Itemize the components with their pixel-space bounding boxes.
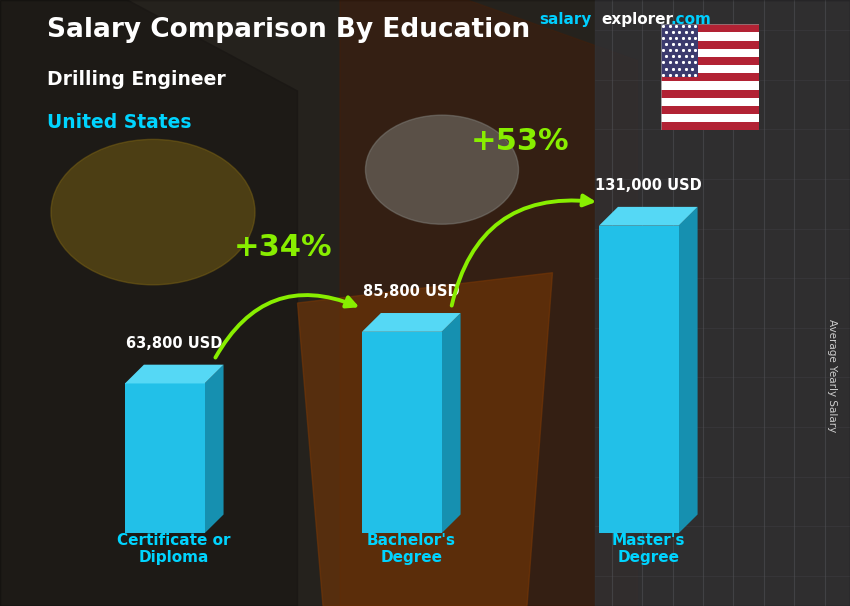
Text: Drilling Engineer: Drilling Engineer bbox=[47, 70, 225, 89]
Polygon shape bbox=[125, 365, 224, 384]
Text: United States: United States bbox=[47, 113, 191, 133]
Text: +53%: +53% bbox=[471, 127, 570, 156]
Bar bbox=[125, 384, 205, 533]
Text: Certificate or
Diploma: Certificate or Diploma bbox=[117, 533, 231, 565]
Text: Salary Comparison By Education: Salary Comparison By Education bbox=[47, 18, 530, 44]
Bar bbox=[661, 65, 759, 73]
Text: Average Yearly Salary: Average Yearly Salary bbox=[827, 319, 837, 432]
Bar bbox=[661, 48, 759, 57]
Polygon shape bbox=[442, 313, 461, 533]
Text: Bachelor's
Degree: Bachelor's Degree bbox=[366, 533, 456, 565]
Bar bbox=[661, 24, 699, 77]
Bar bbox=[595, 0, 850, 606]
Bar bbox=[661, 90, 759, 98]
Bar bbox=[661, 122, 759, 130]
Bar bbox=[661, 73, 759, 81]
Polygon shape bbox=[362, 313, 461, 332]
Text: .com: .com bbox=[671, 12, 711, 27]
Bar bbox=[661, 41, 759, 48]
Bar bbox=[661, 98, 759, 106]
Polygon shape bbox=[0, 0, 298, 606]
Bar bbox=[661, 57, 759, 65]
Bar bbox=[661, 106, 759, 114]
FancyArrowPatch shape bbox=[215, 295, 355, 358]
Polygon shape bbox=[340, 0, 638, 606]
Bar bbox=[661, 32, 759, 41]
Bar bbox=[599, 225, 678, 533]
Bar bbox=[661, 114, 759, 122]
FancyArrowPatch shape bbox=[451, 196, 592, 305]
Polygon shape bbox=[298, 273, 552, 606]
Text: 63,800 USD: 63,800 USD bbox=[126, 336, 223, 351]
Bar bbox=[661, 81, 759, 90]
Polygon shape bbox=[678, 207, 698, 533]
Circle shape bbox=[51, 139, 255, 285]
Text: +34%: +34% bbox=[234, 233, 332, 262]
Text: 131,000 USD: 131,000 USD bbox=[595, 178, 701, 193]
Circle shape bbox=[366, 115, 518, 224]
Text: salary: salary bbox=[540, 12, 592, 27]
Text: 85,800 USD: 85,800 USD bbox=[363, 284, 460, 299]
Bar bbox=[661, 24, 759, 32]
Bar bbox=[362, 332, 442, 533]
Polygon shape bbox=[205, 365, 224, 533]
Text: explorer: explorer bbox=[601, 12, 673, 27]
Polygon shape bbox=[599, 207, 698, 225]
Text: Master's
Degree: Master's Degree bbox=[611, 533, 685, 565]
